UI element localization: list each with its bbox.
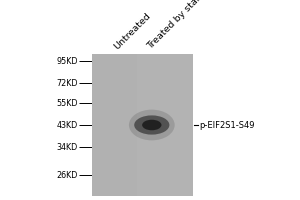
Text: Untreated: Untreated (112, 11, 152, 51)
Text: Treated by starvation: Treated by starvation (146, 0, 224, 51)
Ellipse shape (142, 120, 161, 130)
Text: 55KD: 55KD (56, 98, 78, 108)
Text: 95KD: 95KD (56, 56, 78, 66)
Text: 72KD: 72KD (56, 78, 78, 88)
Text: 34KD: 34KD (57, 142, 78, 152)
Ellipse shape (134, 115, 169, 135)
Ellipse shape (129, 110, 175, 140)
Text: 43KD: 43KD (57, 120, 78, 130)
Text: 26KD: 26KD (57, 170, 78, 180)
Text: p-EIF2S1-S49: p-EIF2S1-S49 (200, 120, 255, 130)
